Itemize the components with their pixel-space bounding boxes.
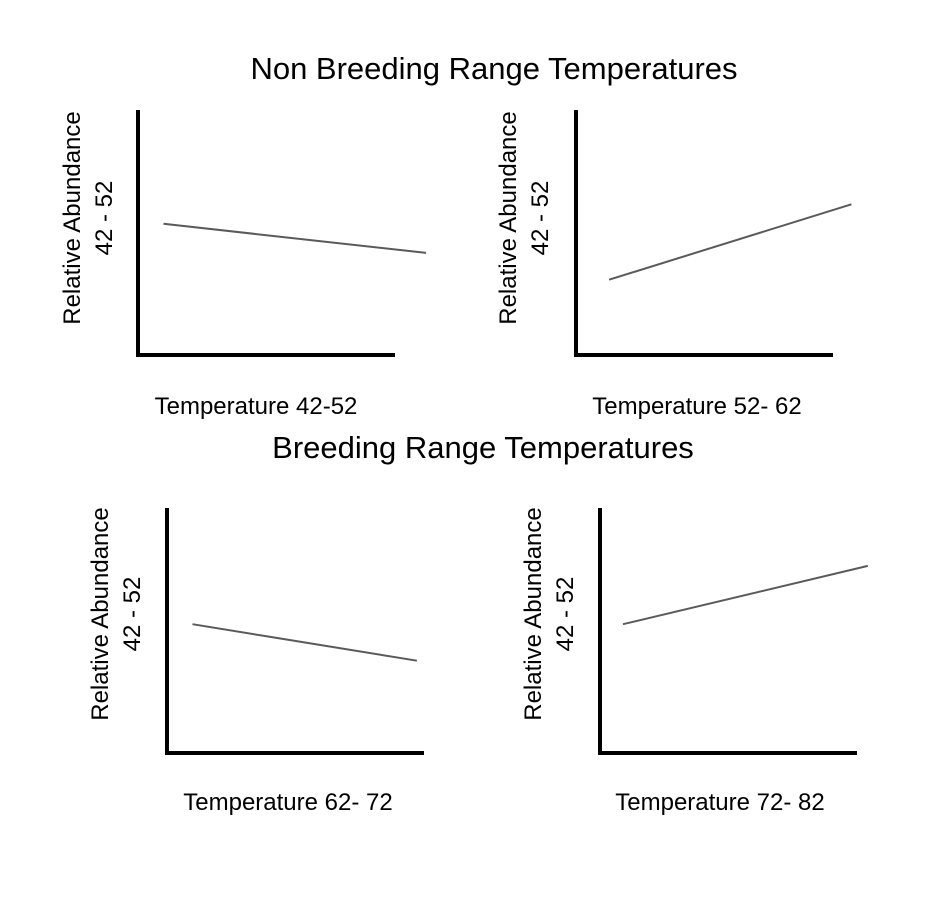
chart-panel-3: Temperature 62- 72 Relative Abundance 42 -… bbox=[87, 507, 424, 816]
non-breeding-title: Non Breeding Range Temperatures bbox=[250, 51, 737, 86]
chart-panel-1: Temperature 42-52 Relative Abundance 42 - … bbox=[59, 110, 427, 420]
y-axis-label-line-1: Relative Abundance bbox=[520, 507, 547, 721]
x-axis-label: Temperature 42-52 bbox=[155, 393, 358, 420]
y-axis-label: Relative Abundance 42 - 52 bbox=[520, 507, 579, 721]
y-axis-label-line-2: 42 - 52 bbox=[552, 577, 579, 652]
series-line-1 bbox=[163, 222, 427, 254]
x-axis-label: Temperature 62- 72 bbox=[183, 789, 392, 816]
y-axis-label-line-1: Relative Abundance bbox=[87, 507, 114, 721]
y-axis-label-line-2: 42 - 52 bbox=[527, 181, 554, 256]
series-line-1 bbox=[622, 564, 869, 626]
y-axis-label: Relative Abundance 42 - 52 bbox=[59, 111, 118, 325]
x-axis-label: Temperature 52- 62 bbox=[592, 393, 801, 420]
x-axis-label: Temperature 72- 82 bbox=[615, 789, 824, 816]
chart-panel-4: Temperature 72- 82 Relative Abundance 42 -… bbox=[520, 507, 869, 816]
y-axis-label-line-2: 42 - 52 bbox=[91, 181, 118, 256]
y-axis-label-line-2: 42 - 52 bbox=[119, 577, 146, 652]
y-axis-label: Relative Abundance 42 - 52 bbox=[495, 111, 554, 325]
series-line-1 bbox=[608, 203, 852, 281]
chart-panel-2: Temperature 52- 62 Relative Abundance 42 -… bbox=[495, 110, 852, 420]
series-line-1 bbox=[192, 623, 418, 662]
y-axis-label: Relative Abundance 42 - 52 bbox=[87, 507, 146, 721]
y-axis-label-line-1: Relative Abundance bbox=[495, 111, 522, 325]
y-axis-label-line-1: Relative Abundance bbox=[59, 111, 86, 325]
breeding-title: Breeding Range Temperatures bbox=[272, 430, 694, 465]
